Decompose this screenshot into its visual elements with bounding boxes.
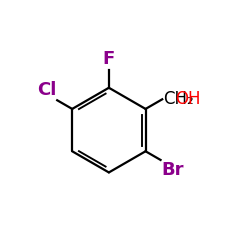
Text: Cl: Cl (37, 81, 56, 99)
Text: OH: OH (175, 90, 200, 108)
Text: Br: Br (162, 161, 184, 179)
Text: F: F (103, 50, 115, 68)
Text: CH₂: CH₂ (163, 90, 194, 108)
